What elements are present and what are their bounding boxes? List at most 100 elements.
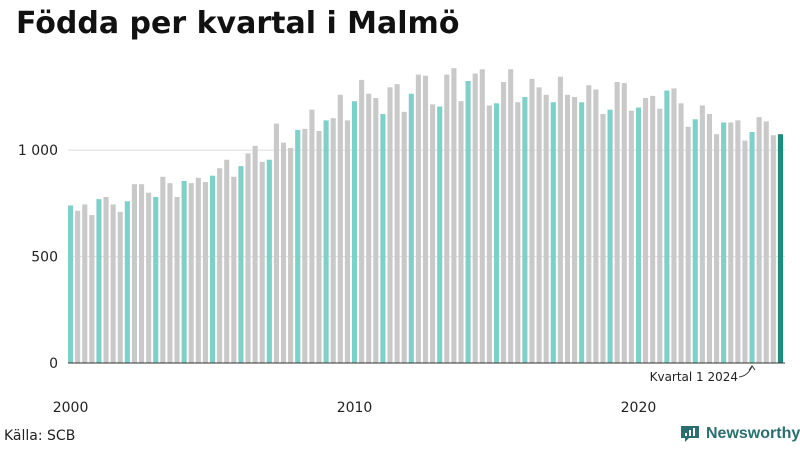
bar-2007-q3[interactable]: 2007 Q3: 1035	[280, 142, 287, 363]
bar-2008-q3[interactable]: 2008 Q3: 1190	[309, 109, 315, 363]
bar-2013-q4[interactable]: 2013 Q4: 1230	[458, 101, 464, 363]
bar-2001-q4[interactable]: 2001 Q4: 710	[117, 211, 123, 363]
bar-2021-q3[interactable]: 2021 Q3: 1220	[678, 103, 684, 363]
bar-2015-q3[interactable]: 2015 Q3: 1380	[508, 69, 514, 363]
bar-2019-q2[interactable]: 2019 Q2: 1320	[614, 82, 620, 363]
bar-2010-q3[interactable]: 2010 Q3: 1265	[366, 93, 372, 364]
bar-2019-q1[interactable]: 2019 Q1: 1190	[607, 109, 613, 363]
bar-2022-q4[interactable]: 2022 Q4: 1075	[714, 134, 720, 363]
bar-2000-q1[interactable]: 2000 Q1: 740	[68, 205, 74, 363]
bar-2014-q1[interactable]: 2014 Q1: 1325	[465, 80, 471, 364]
bar-2020-q4[interactable]: 2020 Q4: 1195	[657, 108, 663, 363]
bar-2007-q4[interactable]: 2007 Q4: 1010	[288, 148, 294, 363]
bar-2007-q1[interactable]: 2007 Q1: 955	[266, 159, 272, 363]
bar-2014-q3[interactable]: 2014 Q3: 1380	[479, 69, 485, 363]
bar-2012-q1[interactable]: 2012 Q1: 1265	[408, 93, 414, 364]
bar-2011-q3[interactable]: 2011 Q3: 1310	[394, 84, 400, 363]
bar-2000-q3[interactable]: 2000 Q3: 745	[82, 204, 88, 363]
bar-2016-q3[interactable]: 2016 Q3: 1295	[536, 87, 542, 363]
bar-2001-q2[interactable]: 2001 Q2: 780	[103, 196, 109, 363]
bar-2017-q1[interactable]: 2017 Q1: 1225	[550, 102, 556, 363]
bar-2003-q1[interactable]: 2003 Q1: 780	[153, 196, 159, 363]
bar-2002-q4[interactable]: 2002 Q4: 800	[146, 192, 152, 363]
bar-2005-q4[interactable]: 2005 Q4: 875	[231, 176, 237, 363]
bar-2009-q2[interactable]: 2009 Q2: 1150	[330, 118, 336, 364]
bar-2001-q1[interactable]: 2001 Q1: 770	[96, 199, 102, 363]
bar-2010-q1[interactable]: 2010 Q1: 1230	[351, 101, 358, 363]
bar-2011-q2[interactable]: 2011 Q2: 1295	[387, 87, 393, 363]
bar-2013-q3[interactable]: 2013 Q3: 1385	[451, 68, 457, 363]
bar-2003-q3[interactable]: 2003 Q3: 845	[167, 183, 173, 363]
bar-2014-q4[interactable]: 2014 Q4: 1210	[486, 105, 492, 363]
bar-2001-q3[interactable]: 2001 Q3: 745	[110, 204, 116, 363]
bar-2017-q2[interactable]: 2017 Q2: 1345	[557, 76, 563, 364]
bar-2004-q4[interactable]: 2004 Q4: 850	[202, 182, 208, 363]
bar-2018-q4[interactable]: 2018 Q4: 1170	[600, 113, 606, 364]
bar-2015-q1[interactable]: 2015 Q1: 1220	[493, 103, 500, 363]
bar-2006-q4[interactable]: 2006 Q4: 945	[259, 161, 265, 363]
bar-2009-q1[interactable]: 2009 Q1: 1140	[323, 120, 329, 363]
bar-2003-q2[interactable]: 2003 Q2: 875	[160, 176, 166, 363]
bar-2004-q2[interactable]: 2004 Q2: 845	[188, 183, 194, 363]
bar-2004-q1[interactable]: 2004 Q1: 855	[181, 181, 187, 363]
bar-2005-q1[interactable]: 2005 Q1: 880	[209, 175, 216, 363]
bar-2021-q2[interactable]: 2021 Q2: 1290	[671, 88, 677, 363]
bar-2021-q4[interactable]: 2021 Q4: 1110	[685, 126, 691, 363]
bar-2015-q2[interactable]: 2015 Q2: 1320	[501, 82, 507, 363]
bar-2000-q4[interactable]: 2000 Q4: 695	[89, 215, 95, 363]
bar-2019-q3[interactable]: 2019 Q3: 1315	[621, 83, 627, 363]
bar-2024-q2[interactable]: 2024 Q2: 1155	[756, 117, 762, 364]
bar-2016-q4[interactable]: 2016 Q4: 1260	[543, 94, 549, 364]
bar-2023-q3[interactable]: 2023 Q3: 1140	[735, 120, 741, 363]
bar-2018-q2[interactable]: 2018 Q2: 1305	[586, 85, 592, 363]
bar-2020-q3[interactable]: 2020 Q3: 1255	[650, 95, 656, 364]
bar-2012-q4[interactable]: 2012 Q4: 1215	[430, 104, 436, 363]
bar-2008-q2[interactable]: 2008 Q2: 1100	[302, 128, 308, 363]
bar-2014-q2[interactable]: 2014 Q2: 1360	[472, 73, 478, 363]
bar-2013-q1[interactable]: 2013 Q1: 1205	[437, 106, 443, 363]
bar-2010-q4[interactable]: 2010 Q4: 1245	[373, 97, 379, 364]
bar-2017-q4[interactable]: 2017 Q4: 1250	[572, 96, 578, 364]
bar-2002-q3[interactable]: 2002 Q3: 840	[138, 184, 145, 363]
bar-2009-q4[interactable]: 2009 Q4: 1140	[344, 120, 350, 363]
bar-2011-q1[interactable]: 2011 Q1: 1170	[380, 113, 386, 364]
bar-2013-q2[interactable]: 2013 Q2: 1355	[444, 74, 450, 363]
bar-2002-q2[interactable]: 2002 Q2: 840	[131, 184, 137, 363]
bar-2020-q1[interactable]: 2020 Q1: 1200	[635, 107, 642, 363]
bar-2016-q2[interactable]: 2016 Q2: 1335	[529, 78, 535, 363]
bar-2016-q1[interactable]: 2016 Q1: 1250	[522, 96, 528, 364]
bar-2012-q2[interactable]: 2012 Q2: 1355	[415, 74, 421, 363]
bar-2015-q4[interactable]: 2015 Q4: 1225	[515, 102, 521, 363]
bar-2018-q3[interactable]: 2018 Q3: 1285	[593, 89, 599, 363]
bar-2005-q3[interactable]: 2005 Q3: 955	[224, 159, 230, 363]
bar-2003-q4[interactable]: 2003 Q4: 780	[174, 196, 180, 363]
bar-2009-q3[interactable]: 2009 Q3: 1260	[337, 94, 343, 364]
bar-2005-q2[interactable]: 2005 Q2: 915	[217, 168, 223, 363]
bar-2023-q4[interactable]: 2023 Q4: 1045	[742, 140, 748, 363]
bar-2022-q2[interactable]: 2022 Q2: 1210	[699, 105, 705, 363]
bar-2024-q1[interactable]: 2024 Q1: 1085	[749, 132, 755, 363]
bar-2025-q1[interactable]: 2025 Q1: 1075	[777, 134, 783, 363]
bar-2019-q4[interactable]: 2019 Q4: 1185	[628, 110, 634, 363]
bar-2022-q3[interactable]: 2022 Q3: 1170	[706, 113, 713, 364]
bar-2023-q1[interactable]: 2023 Q1: 1130	[721, 122, 727, 363]
bar-2017-q3[interactable]: 2017 Q3: 1260	[564, 94, 571, 364]
bar-2006-q1[interactable]: 2006 Q1: 925	[238, 166, 244, 363]
brand-logo[interactable]: Newsworthy	[680, 425, 800, 443]
bar-2008-q4[interactable]: 2008 Q4: 1090	[316, 130, 322, 363]
bar-2022-q1[interactable]: 2022 Q1: 1145	[692, 119, 698, 363]
bar-2006-q2[interactable]: 2006 Q2: 985	[245, 153, 251, 363]
bar-2011-q4[interactable]: 2011 Q4: 1180	[401, 111, 407, 363]
bar-2007-q2[interactable]: 2007 Q2: 1125	[273, 123, 279, 363]
bar-2021-q1[interactable]: 2021 Q1: 1280	[664, 90, 670, 363]
bar-2010-q2[interactable]: 2010 Q2: 1330	[359, 79, 365, 364]
bar-2018-q1[interactable]: 2018 Q1: 1225	[579, 102, 585, 363]
bar-2023-q2[interactable]: 2023 Q2: 1130	[728, 122, 734, 363]
bar-2020-q2[interactable]: 2020 Q2: 1245	[643, 97, 649, 364]
bar-2002-q1[interactable]: 2002 Q1: 760	[124, 201, 130, 363]
bar-2012-q3[interactable]: 2012 Q3: 1350	[422, 75, 429, 363]
bar-2008-q1[interactable]: 2008 Q1: 1095	[295, 129, 301, 363]
bar-2004-q3[interactable]: 2004 Q3: 870	[195, 177, 201, 363]
bar-2024-q4[interactable]: 2024 Q4: 1070	[770, 135, 776, 363]
